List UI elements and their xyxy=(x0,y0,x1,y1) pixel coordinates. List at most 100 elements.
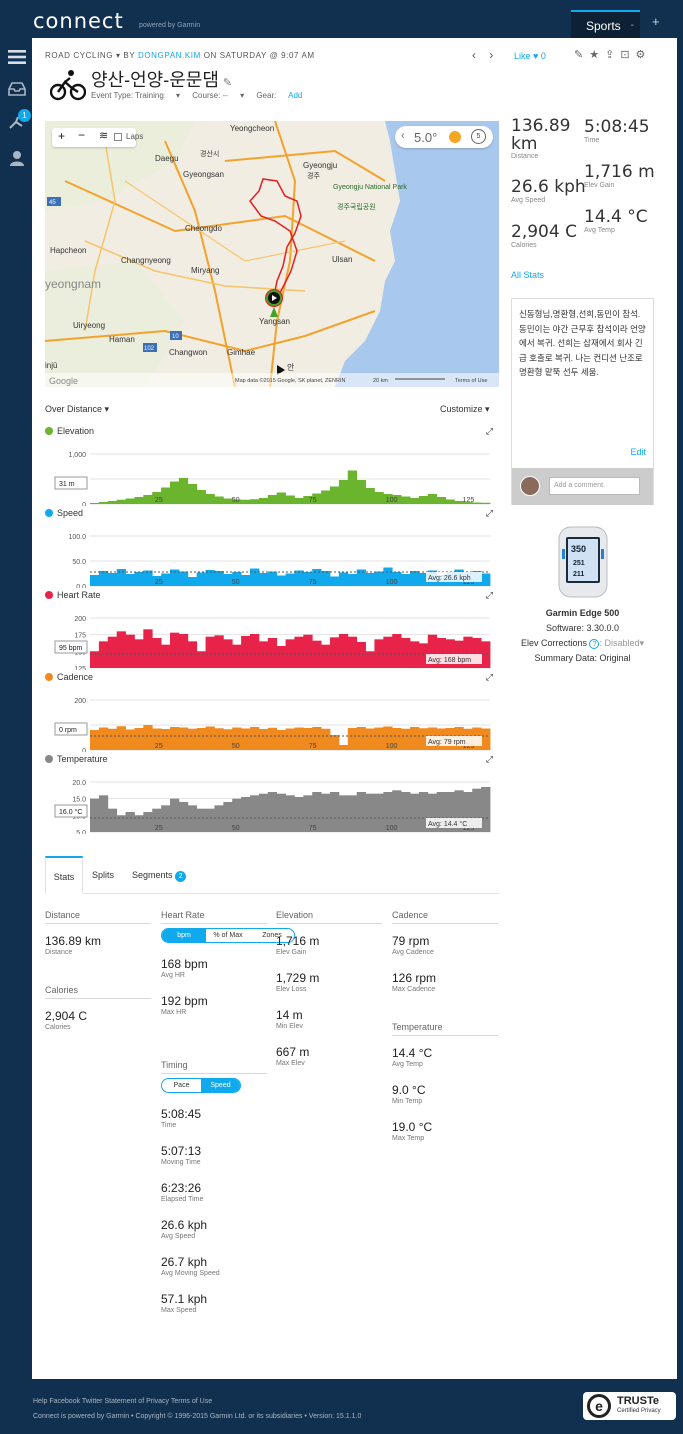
expand-icon[interactable]: ⤢ xyxy=(485,672,493,682)
tab-segments[interactable]: Segments 2 xyxy=(132,856,187,894)
chart-bar xyxy=(250,727,260,750)
notes-edit-link[interactable]: Edit xyxy=(630,447,646,457)
hr-pct-max-option[interactable]: % of Max xyxy=(213,932,243,939)
chart-bar xyxy=(258,573,269,586)
chevron-left-icon[interactable]: ‹ xyxy=(401,130,405,142)
map-terms[interactable]: Terms of Use xyxy=(455,378,487,384)
chart-bar xyxy=(312,493,322,504)
chart-temperature[interactable]: Temperature⤢20.015.010.05.0255075100125A… xyxy=(45,754,499,834)
pace-option[interactable]: Pace xyxy=(173,1082,190,1089)
chart-bar xyxy=(303,496,313,504)
expand-icon[interactable]: ⤢ xyxy=(485,590,493,600)
expand-icon[interactable]: ⤢ xyxy=(485,754,493,764)
pencil-icon[interactable]: ✎ xyxy=(222,77,233,89)
event-type-select[interactable]: Event Type: Training ▾ xyxy=(91,91,181,100)
favorite-icon[interactable]: ★ xyxy=(589,49,606,61)
add-tab-button[interactable]: + xyxy=(652,14,660,29)
menu-icon[interactable] xyxy=(8,48,26,66)
y-tick-label: 200 xyxy=(74,616,86,623)
zoom-out-button[interactable]: − xyxy=(78,128,86,142)
speed-option[interactable]: Speed xyxy=(201,1079,240,1092)
tab-sports[interactable]: Sports - xyxy=(571,10,640,38)
chevron-down-icon[interactable]: ▾ xyxy=(639,638,645,648)
connections-icon[interactable] xyxy=(8,114,26,132)
chart-plot[interactable]: 1,000500025507510012531 m xyxy=(45,440,499,506)
map-place-12: Uiryeong xyxy=(73,321,105,330)
next-activity-icon[interactable]: › xyxy=(489,48,494,62)
by-label: BY xyxy=(123,51,136,60)
map-place-6: Cheongdo xyxy=(185,224,222,233)
chart-bar xyxy=(365,793,375,832)
laps-checkbox[interactable] xyxy=(114,133,122,141)
chart-bar xyxy=(374,727,384,750)
expand-icon[interactable]: ⤢ xyxy=(485,508,493,518)
tab-splits[interactable]: Splits xyxy=(92,856,114,894)
chart-speed[interactable]: Speed ⤢ 100.0 50.0 0.0 25 50 75 100 125 Avg: 26.6 … xyxy=(45,508,499,588)
max-elev-label: Max Elev xyxy=(276,1060,305,1067)
legend-dot xyxy=(45,427,53,435)
profile-icon[interactable] xyxy=(8,149,26,167)
chevron-down-icon[interactable]: ▾ xyxy=(115,51,124,60)
activity-title[interactable]: 양산-언양-운문댐 ✎ xyxy=(91,66,232,92)
layers-icon[interactable]: ≋ xyxy=(99,130,109,142)
chart-bar xyxy=(481,787,491,832)
elev-corrections-label: Elev Corrections xyxy=(520,638,587,648)
comment-input[interactable]: Add a comment. xyxy=(549,477,640,495)
share-icon[interactable]: ⇪ xyxy=(605,49,621,61)
chart-bar xyxy=(481,641,491,668)
chart-bar xyxy=(125,574,135,586)
gear-add-link[interactable]: Add xyxy=(288,91,303,100)
like-button[interactable]: Like ♥ 0 xyxy=(514,51,546,61)
avg-label-bg xyxy=(426,818,482,828)
calories-value: 2,904 C xyxy=(45,1009,88,1023)
chart-title: Elevation ⤢ xyxy=(45,426,499,440)
inbox-icon[interactable] xyxy=(8,80,26,98)
max-speed-value: 57.1 kph xyxy=(161,1292,208,1306)
course-select[interactable]: Course: -- ▾ xyxy=(192,91,245,100)
chart-bar xyxy=(276,492,286,504)
edit-icon[interactable]: ✎ xyxy=(574,49,590,61)
chart-title: Temperature ⤢ xyxy=(45,754,499,768)
weather-widget[interactable]: ‹ 5.0° 5 xyxy=(395,126,493,148)
chart-bar xyxy=(187,805,198,832)
chart-bar xyxy=(294,570,304,586)
map-place-4: Gyeongju National Park xyxy=(333,184,407,191)
tab-stats[interactable]: Stats xyxy=(45,856,83,894)
chart-bar xyxy=(294,636,304,668)
prev-activity-icon[interactable]: ‹ xyxy=(472,48,476,62)
footer-links[interactable]: Help Facebook Twitter Statement of Priva… xyxy=(33,1398,213,1405)
map-place-7: Hapcheon xyxy=(50,246,86,255)
zoom-in-button[interactable]: + xyxy=(58,129,66,143)
help-icon[interactable]: ? xyxy=(589,639,600,649)
sun-icon xyxy=(449,131,461,143)
expand-icon[interactable]: ⤢ xyxy=(485,426,493,436)
activity-type[interactable]: ROAD CYCLING xyxy=(45,51,114,60)
chart-bar xyxy=(232,499,242,504)
hr-bpm-option[interactable]: bpm xyxy=(162,929,206,942)
lock-icon[interactable]: ⊡ xyxy=(620,49,636,61)
like-label: Like xyxy=(514,51,531,61)
route-map[interactable]: Yeongcheon Daegu Gyeongju Gyeongsan Gyeo… xyxy=(45,121,499,387)
gear-icon[interactable]: ⚙ xyxy=(635,49,652,61)
user-link[interactable]: DONGPAN.KIM xyxy=(137,51,201,60)
connect-logo[interactable]: connect xyxy=(33,9,124,33)
elev-corrections-value[interactable]: : Disabled xyxy=(599,638,640,648)
chart-bar xyxy=(330,486,340,504)
customize-dropdown[interactable]: Customize ▾ xyxy=(440,404,490,414)
map-place-15: Gimhae xyxy=(227,348,256,357)
elev-loss-value: 1,729 m xyxy=(276,971,320,985)
hr-unit-toggle: bpm % of Max Zones xyxy=(161,928,295,943)
x-axis-dropdown[interactable]: Over Distance ▾ xyxy=(45,404,110,414)
all-stats-link[interactable]: All Stats xyxy=(511,270,545,280)
hr-zones-option[interactable]: Zones xyxy=(262,932,282,939)
chart-bar xyxy=(312,640,322,668)
chart-cadence[interactable]: Cadence⤢2001000255075100125Avg: 79 rpm0 … xyxy=(45,672,499,752)
chart-elevation[interactable]: Elevation⤢1,000500025507510012531 m xyxy=(45,426,499,506)
chart-bar xyxy=(427,494,438,504)
truste-badge[interactable]: e TRUSTe Certified Privacy xyxy=(583,1392,676,1420)
